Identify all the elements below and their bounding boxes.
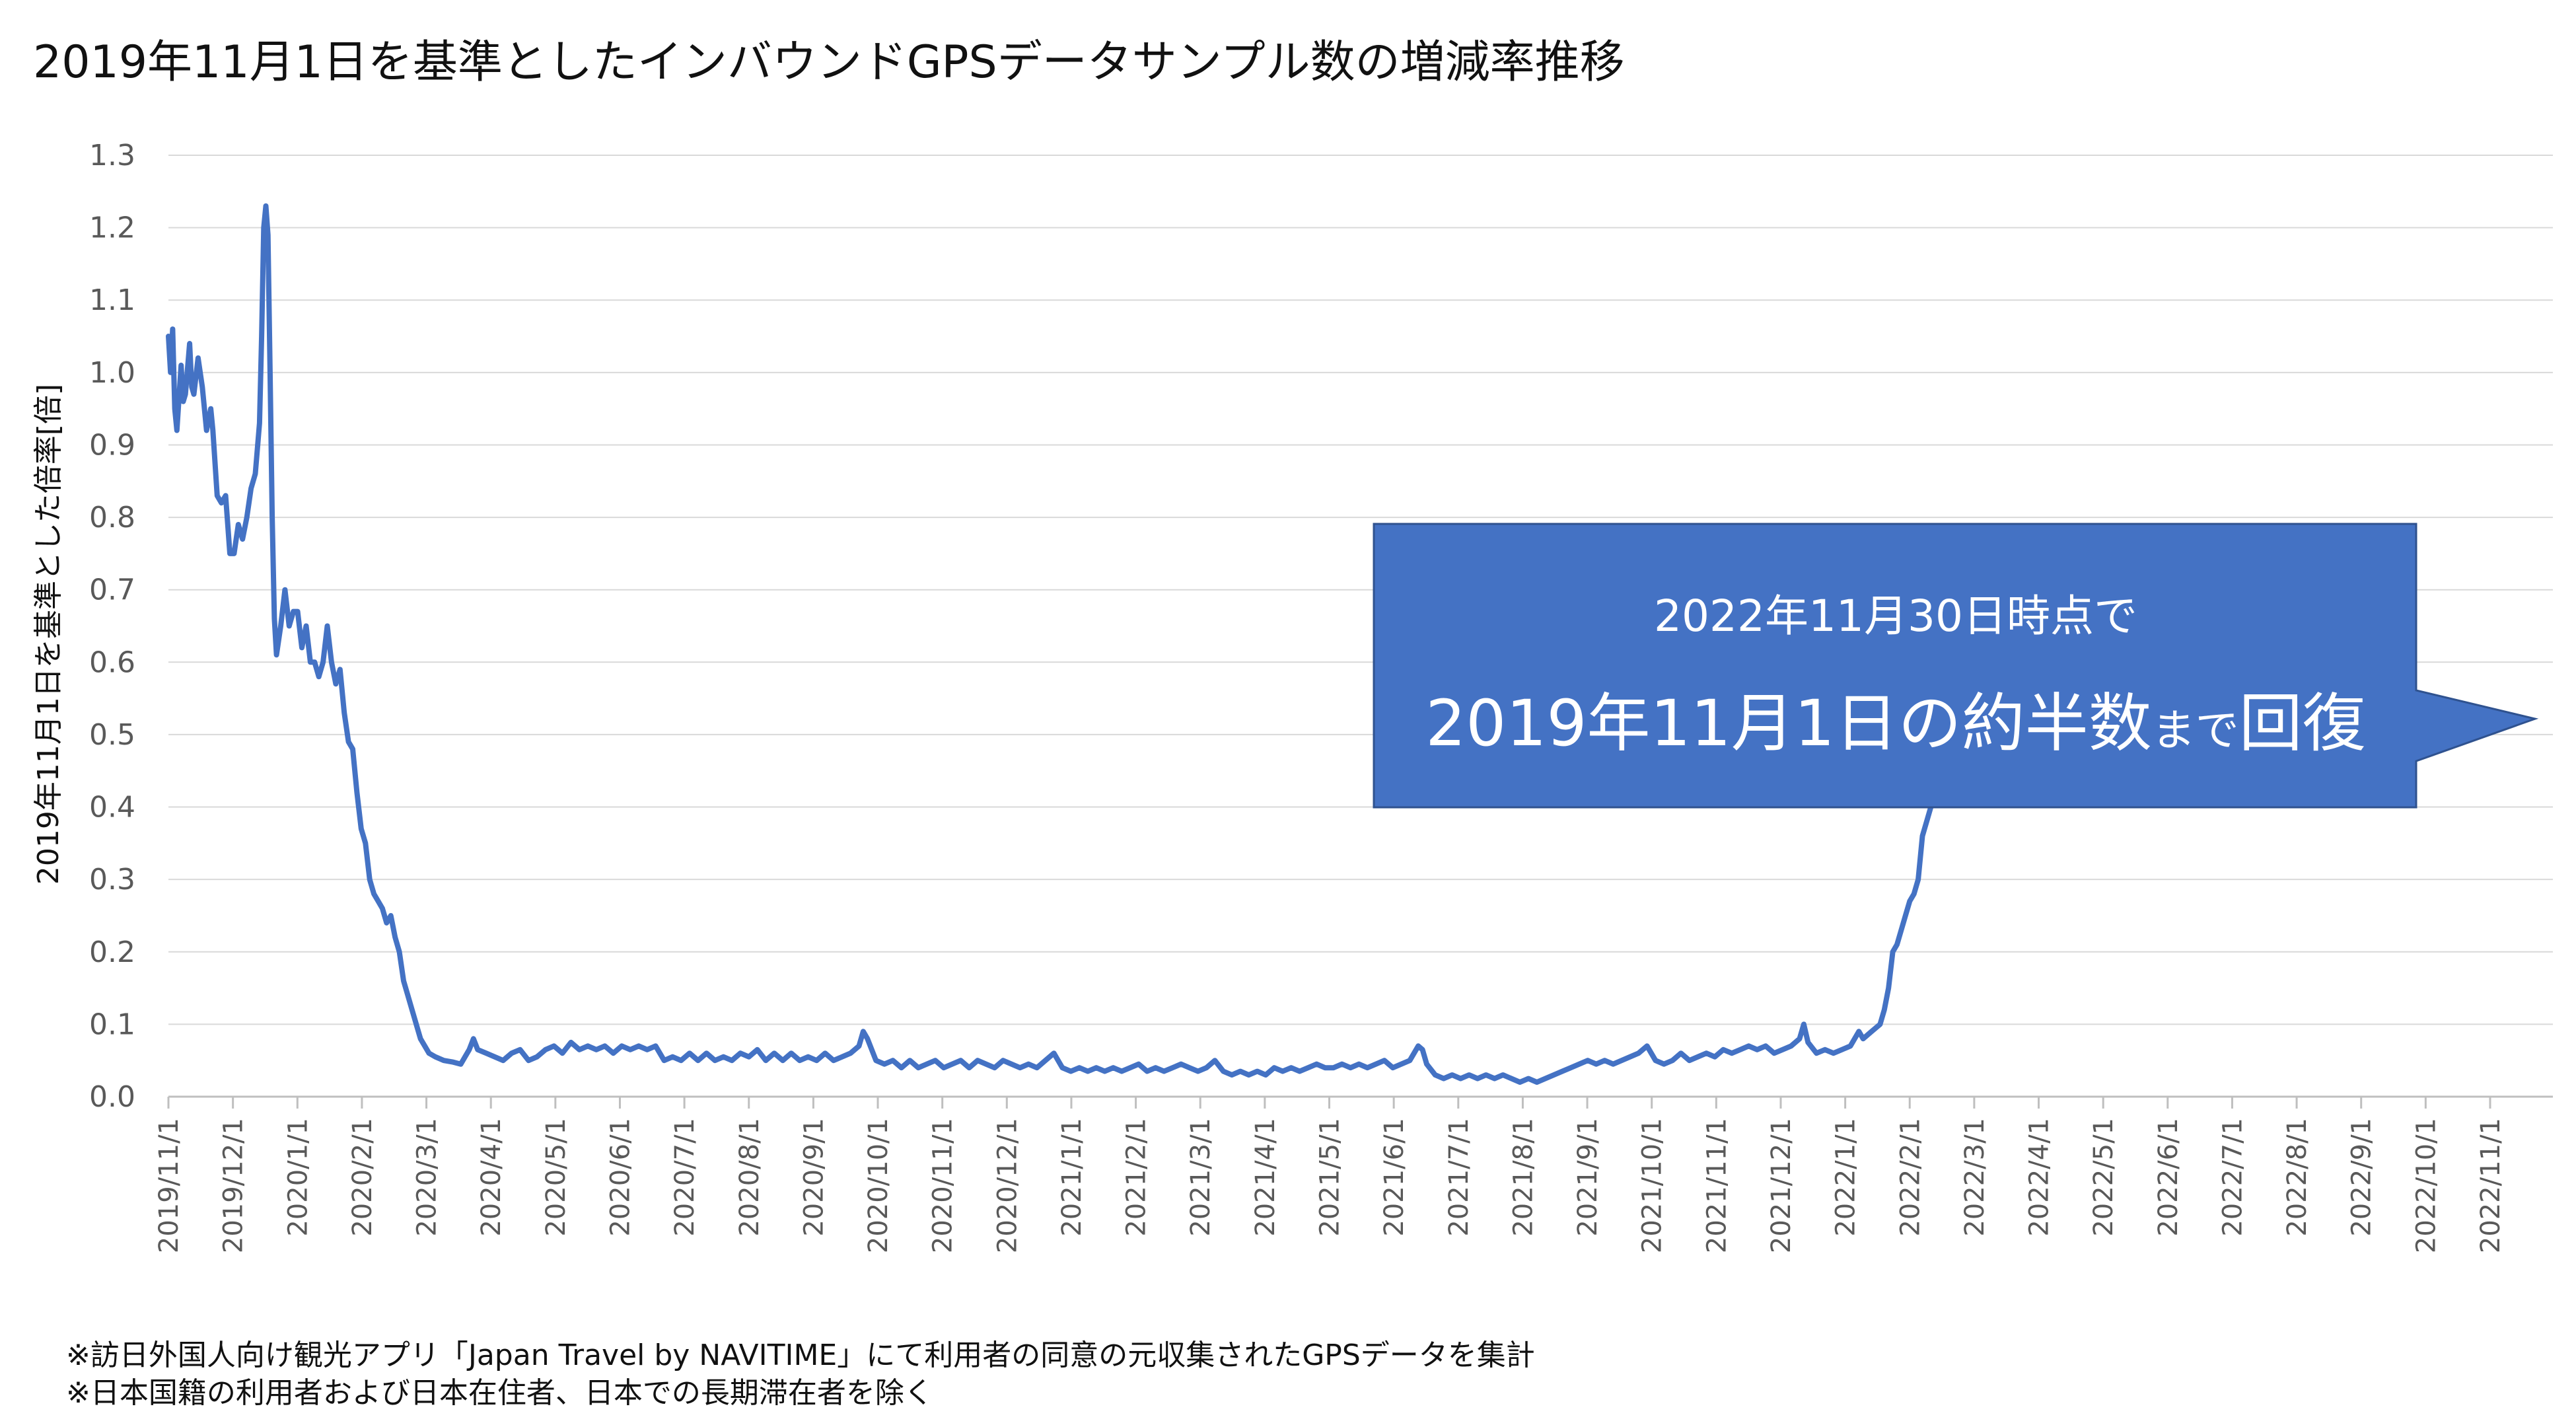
x-tick-label: 2022/2/1 — [1895, 1118, 1925, 1237]
chart-title: 2019年11月1日を基準としたインバウンドGPSデータサンプル数の増減率推移 — [33, 36, 1625, 89]
y-tick-label: 0.3 — [89, 863, 135, 896]
x-tick-label: 2021/11/1 — [1701, 1118, 1732, 1253]
x-tick-label: 2020/12/1 — [992, 1118, 1022, 1253]
y-tick-label: 0.1 — [89, 1007, 135, 1041]
y-tick-label: 1.2 — [89, 211, 135, 245]
callout-line2-a: 2019年11月1日の約半数 — [1425, 686, 2152, 760]
y-tick-label: 1.1 — [89, 283, 135, 317]
x-tick-label: 2021/6/1 — [1379, 1118, 1410, 1237]
callout-line2-c: 回復 — [2239, 686, 2366, 760]
x-tick-label: 2020/9/1 — [799, 1118, 829, 1237]
x-tick-label: 2019/12/1 — [219, 1118, 249, 1253]
callout-line1: 2022年11月30日時点で — [1654, 591, 2137, 641]
y-tick-label: 0.4 — [89, 791, 135, 824]
x-tick-label: 2020/11/1 — [928, 1118, 958, 1253]
x-tick-label: 2022/1/1 — [1831, 1118, 1861, 1237]
x-tick-label: 2021/4/1 — [1250, 1118, 1281, 1237]
x-tick-label: 2020/2/1 — [347, 1118, 378, 1237]
x-tick-label: 2020/7/1 — [670, 1118, 700, 1237]
axes — [167, 1095, 2553, 1109]
gridlines — [168, 155, 2553, 1025]
x-tick-label: 2021/7/1 — [1444, 1118, 1474, 1237]
x-tick-label: 2021/12/1 — [1766, 1118, 1797, 1253]
x-tick-label: 2020/6/1 — [605, 1118, 635, 1237]
x-tick-label: 2019/11/1 — [154, 1118, 184, 1253]
x-tick-label: 2020/4/1 — [476, 1118, 507, 1237]
x-tick-label: 2022/10/1 — [2411, 1118, 2441, 1253]
x-tick-label: 2022/5/1 — [2089, 1118, 2119, 1237]
x-tick-label: 2022/6/1 — [2153, 1118, 2184, 1237]
x-tick-label: 2021/9/1 — [1573, 1118, 1603, 1237]
x-tick-label: 2022/4/1 — [2024, 1118, 2055, 1237]
series-line-0 — [166, 203, 1980, 1085]
callout-box — [1373, 523, 2539, 809]
x-tick-label: 2021/3/1 — [1186, 1118, 1216, 1237]
y-tick-label: 0.6 — [89, 645, 135, 679]
x-tick-label: 2021/1/1 — [1057, 1118, 1087, 1237]
x-tick-label: 2021/2/1 — [1122, 1118, 1152, 1237]
x-tick-label: 2020/1/1 — [283, 1118, 313, 1237]
x-tick-label: 2021/5/1 — [1315, 1118, 1345, 1237]
x-tick-label: 2020/3/1 — [412, 1118, 443, 1237]
y-tick-label: 0.5 — [89, 718, 135, 752]
x-tick-label: 2021/10/1 — [1637, 1118, 1668, 1253]
series-layer — [166, 203, 1980, 1085]
x-tick-label: 2020/5/1 — [541, 1118, 571, 1237]
y-tick-label: 0.2 — [89, 935, 135, 969]
y-tick-label: 1.3 — [89, 139, 135, 172]
y-axis-label: 2019年11月1日を基準とした倍率[倍] — [32, 384, 65, 885]
callout-line2-b: まで — [2152, 705, 2239, 756]
footnote-2: ※日本国籍の利用者および日本在住者、日本での長期滞在者を除く — [66, 1376, 933, 1410]
y-tick-label: 0.8 — [89, 501, 135, 534]
y-tick-label: 0.0 — [89, 1080, 135, 1114]
x-tick-label: 2022/7/1 — [2217, 1118, 2248, 1237]
x-tick-label: 2022/8/1 — [2282, 1118, 2312, 1237]
callout-line2: 2019年11月1日の約半数まで回復 — [1425, 686, 2366, 760]
y-tick-label: 0.9 — [89, 428, 135, 462]
x-tick-label: 2022/3/1 — [1960, 1118, 1990, 1237]
x-tick-labels: 2019/11/1 2019/12/1 2020/1/1 2020/2/1 2020/3… — [154, 1118, 2506, 1253]
x-tick-label: 2020/8/1 — [734, 1118, 765, 1237]
y-tick-label: 1.0 — [89, 356, 135, 390]
x-tick-label: 2021/8/1 — [1508, 1118, 1538, 1237]
x-tick-label: 2020/10/1 — [863, 1118, 894, 1253]
y-tick-labels: 0.0 0.1 0.2 0.3 0.4 0.5 0.6 0.7 0.8 0.9 1.0 1.1 1.2 1… — [89, 139, 135, 1114]
x-tick-label: 2022/11/1 — [2476, 1118, 2506, 1253]
footnote-1: ※訪日外国人向け観光アプリ「Japan Travel by NAVITIME」に… — [66, 1338, 1535, 1372]
x-tick-label: 2022/9/1 — [2347, 1118, 2377, 1237]
callout: 2022年11月30日時点で 2019年11月1日の約半数まで回復 — [1373, 523, 2539, 809]
y-tick-label: 0.7 — [89, 573, 135, 607]
